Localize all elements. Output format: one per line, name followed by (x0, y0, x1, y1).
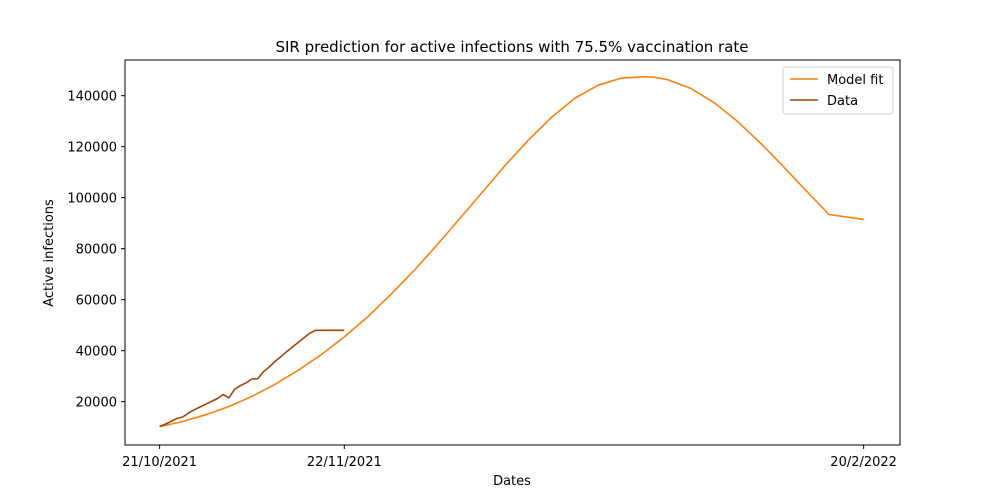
legend-label: Data (827, 94, 858, 109)
x-tick-label: 22/11/2021 (307, 455, 382, 470)
series-line-0 (159, 76, 864, 428)
x-tick-label: 20/2/2022 (830, 455, 897, 470)
y-axis-label: Active infections (42, 199, 57, 307)
series-layer (159, 76, 864, 428)
legend: Model fit Data (782, 66, 894, 115)
x-tick-label: 21/10/2021 (122, 455, 197, 470)
y-tick-label: 40000 (76, 345, 117, 360)
y-tick-label: 60000 (76, 294, 117, 309)
chart-title: SIR prediction for active infections wit… (275, 38, 748, 56)
y-tick-label: 120000 (67, 141, 117, 156)
y-tick-label: 80000 (76, 243, 117, 258)
y-tick-label: 100000 (67, 192, 117, 207)
series-line-1 (159, 329, 345, 428)
y-tick-label: 140000 (67, 90, 117, 105)
axes-layer: 20000 40000 60000 80000 100000 120000 140000 21… (67, 90, 897, 470)
plot-frame (124, 59, 901, 446)
x-axis-label: Dates (493, 474, 531, 489)
legend-label: Model fit (827, 73, 883, 88)
y-tick-label: 20000 (76, 396, 117, 411)
